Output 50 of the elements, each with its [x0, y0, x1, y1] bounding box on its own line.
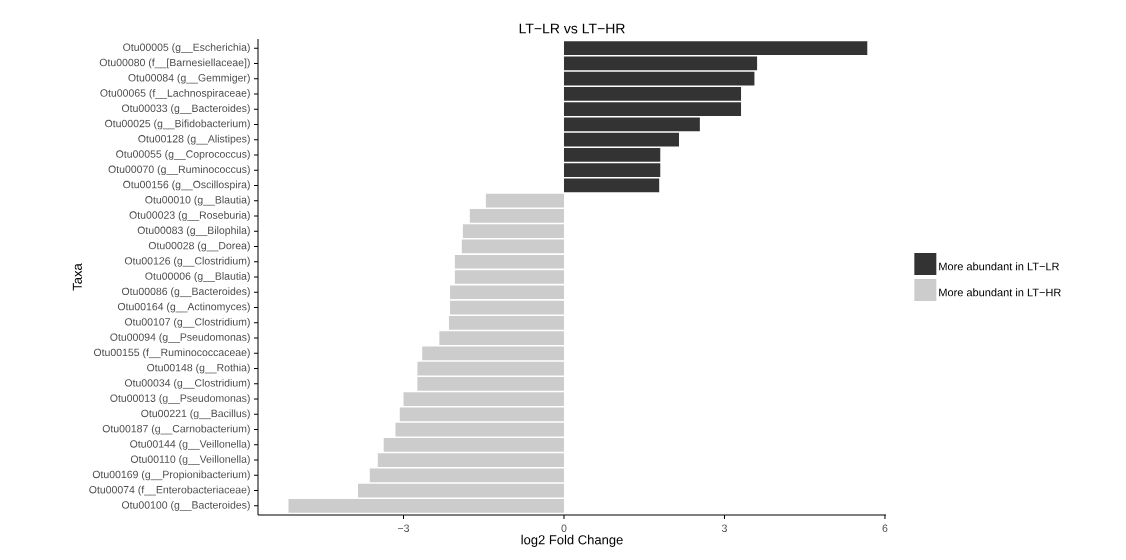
- y-tick-label: Otu00094 (g__Pseudomonas): [110, 333, 250, 343]
- y-tick-label: Otu00221 (g__Bacillus): [141, 409, 250, 420]
- y-tick-label: Otu00155 (f__Ruminococcaceae): [93, 348, 250, 359]
- bar: [563, 56, 758, 71]
- y-tick-label: Otu00110 (g__Veillonella): [130, 455, 250, 465]
- y-tick-label: Otu00148 (g__Rothia): [147, 363, 250, 374]
- y-tick-label: Otu00025 (g__Bifidobacterium): [105, 119, 250, 130]
- y-tick-label: Otu00169 (g__Propionibacterium): [92, 470, 250, 481]
- y-tick-label: Otu00100 (g__Bacteroides): [121, 500, 250, 511]
- x-tick-label: 0: [561, 524, 567, 532]
- y-tick-label: Otu00028 (g__Dorea): [148, 241, 250, 252]
- x-tick-label: 6: [882, 524, 888, 532]
- y-tick-label: Otu00128 (g__Alistipes): [138, 134, 250, 145]
- y-tick-label: Otu00126 (g__Clostridium): [124, 256, 250, 267]
- y-tick-label: Otu00080 (f__[Barnesiellaceae]): [99, 58, 250, 69]
- bar: [563, 41, 868, 56]
- y-tick-label: Otu00164 (g__Actinomyces): [117, 302, 250, 313]
- y-tick-label: Otu00023 (g__Roseburia): [129, 211, 250, 221]
- y-tick-label: Otu00144 (g__Veillonella): [130, 439, 250, 450]
- y-tick-label: Otu00107 (g__Clostridium): [124, 317, 250, 328]
- x-axis-title: log2 Fold Change: [521, 534, 623, 547]
- bar: [461, 239, 564, 254]
- bar: [417, 361, 564, 376]
- y-tick-label: Otu00033 (g__Bacteroides): [121, 104, 250, 115]
- y-tick-label: Otu00010 (g__Blautia): [145, 195, 250, 206]
- y-tick-label: Otu00074 (f__Enterobacteriaceae): [89, 485, 250, 496]
- bar: [563, 117, 700, 132]
- x-tick-label: 3: [721, 524, 727, 532]
- y-tick-label: Otu00055 (g__Coprococcus): [116, 150, 250, 160]
- y-tick-label: Otu00065 (f__Lachnospiraceae): [100, 89, 250, 99]
- y-tick-label: Otu00086 (g__Bacteroides): [121, 287, 250, 298]
- x-tick-label: −3: [398, 524, 410, 532]
- bar: [395, 422, 564, 437]
- bar: [563, 178, 660, 193]
- bar: [288, 498, 564, 513]
- y-tick-label: Otu00084 (g__Gemmiger): [128, 73, 250, 84]
- chart-title: LT−LR vs LT−HR: [519, 23, 625, 34]
- y-tick-label: Otu00070 (g__Ruminococcus): [108, 165, 250, 176]
- y-axis-title: Taxa: [72, 263, 82, 291]
- y-tick-label: Otu00013 (g__Pseudomonas): [110, 394, 250, 404]
- bar: [450, 300, 564, 315]
- legend-label: More abundant in LT−HR: [939, 288, 1061, 297]
- y-tick-label: Otu00187 (g__Carnobacterium): [102, 424, 250, 435]
- y-tick-label: Otu00034 (g__Clostridium): [124, 378, 250, 389]
- bar: [358, 483, 564, 498]
- y-tick-label: Otu00156 (g__Oscillospira): [123, 180, 250, 191]
- y-tick-label: Otu00005 (g__Escherichia): [123, 43, 250, 54]
- legend-label: More abundant in LT−LR: [939, 262, 1059, 271]
- y-tick-label: Otu00006 (g__Blautia): [145, 272, 250, 282]
- y-tick-label: Otu00083 (g__Bilophila): [137, 226, 250, 237]
